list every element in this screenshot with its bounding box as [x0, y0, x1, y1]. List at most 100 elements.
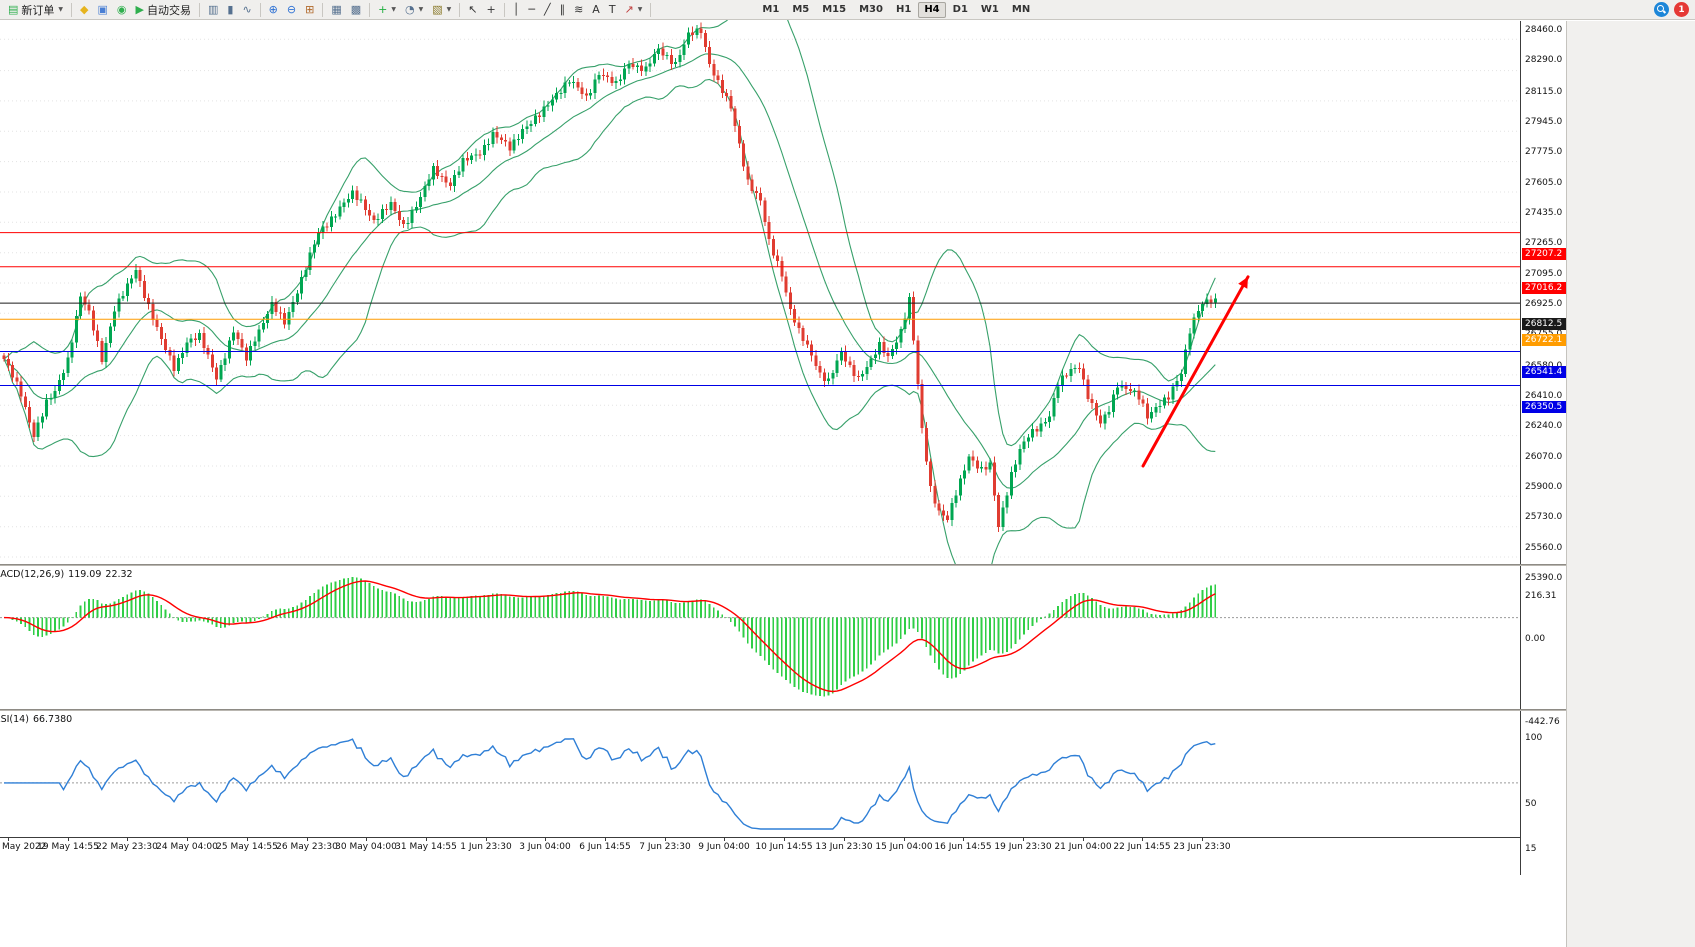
zoom-out-icon: ⊖: [286, 3, 297, 16]
time-tick: [784, 838, 785, 841]
autotrading-button[interactable]: ▶ 自动交易: [132, 1, 195, 19]
candlestick-chart-button[interactable]: ▮: [223, 1, 237, 19]
label-button[interactable]: T: [605, 1, 620, 19]
channel-button[interactable]: ∥: [556, 1, 570, 19]
horizontal-line-button[interactable]: ─: [524, 1, 539, 19]
price-tick-label: 26240.0: [1525, 421, 1563, 431]
toolbar-separator: [650, 2, 652, 17]
price-tag: 27207.2: [1522, 248, 1566, 260]
time-tick: [1023, 838, 1024, 841]
fibonacci-button[interactable]: ≋: [570, 1, 587, 19]
time-label: 10 Jun 14:55: [755, 842, 813, 852]
crosshair-button[interactable]: +: [482, 1, 499, 19]
zoom-in-icon: ⊕: [268, 3, 278, 16]
price-tag: 27016.2: [1522, 282, 1566, 294]
price-tick-label: 27435.0: [1525, 208, 1563, 218]
time-tick: [366, 838, 367, 841]
toolbar-separator: [71, 2, 73, 17]
panel-splitter[interactable]: [0, 564, 1566, 566]
zoom-in-button[interactable]: ⊕: [265, 1, 282, 19]
price-tick-label: 26925.0: [1525, 299, 1563, 309]
time-tick: [307, 838, 308, 841]
time-label: 6 Jun 14:55: [579, 842, 631, 852]
time-tick: [724, 838, 725, 841]
timeframe-m1[interactable]: M1: [762, 4, 780, 15]
timeframe-m30[interactable]: M30: [859, 4, 883, 15]
time-label: 25 May 14:55: [216, 842, 278, 852]
line-chart-button[interactable]: ∿: [238, 1, 255, 19]
price-tag: 26812.5: [1522, 318, 1566, 330]
time-label: 19 Jun 23:30: [994, 842, 1052, 852]
price-tick-label: 28290.0: [1525, 55, 1563, 65]
price-tick-label: 27265.0: [1525, 238, 1563, 248]
toolbar-separator: [198, 2, 200, 17]
toolbar-separator: [503, 2, 505, 17]
autotrading-button-label: 自动交易: [146, 3, 191, 17]
main-chart[interactable]: [0, 0, 1520, 564]
time-tick: [8, 838, 9, 841]
templates-icon: ▧: [432, 3, 443, 16]
panel-splitter[interactable]: [0, 709, 1566, 711]
new-order-button[interactable]: ▤ 新订单 ▼: [4, 1, 67, 19]
arrange-windows-icon: ▦: [331, 3, 342, 16]
timeframe-h4[interactable]: H4: [918, 1, 946, 18]
metaeditor-button[interactable]: ◆: [76, 1, 92, 19]
chart-window-button[interactable]: ▣: [94, 1, 112, 19]
arrows-button[interactable]: ↗ ▼: [621, 1, 647, 19]
fibonacci-icon: ≋: [574, 3, 584, 16]
time-label: 21 Jun 04:00: [1054, 842, 1112, 852]
community-button[interactable]: ◉: [113, 1, 131, 19]
cascade-windows-icon: ▩: [350, 3, 362, 16]
toolbar: 1 ▤ 新订单 ▼ ◆ ▣ ◉ ▶ 自动交易 ▥ ▮ ∿ ⊕ ⊖ ⊞ ▦ ▩ + ▼ ◔ ▼ ▧ ▼ ↖ + │ ─ ╱ ∥ ≋ A T ↗ ▼…: [0, 0, 1695, 20]
price-tick-label: 25560.0: [1525, 543, 1563, 553]
community-icon: ◉: [116, 3, 127, 16]
time-axis[interactable]: May 2022 19 May 14:55 22 May 23:30 24 May 0…: [0, 837, 1566, 854]
price-tag: 26722.1: [1522, 334, 1566, 346]
cascade-windows-button[interactable]: ▩: [347, 1, 365, 19]
time-label: 13 Jun 23:30: [815, 842, 873, 852]
indicators-icon: +: [378, 3, 388, 16]
timeframe-m15[interactable]: M15: [822, 4, 847, 15]
price-axis[interactable]: 28460.0 28290.0 28115.0 27945.0 27775.0 27605…: [1520, 21, 1566, 875]
periods-icon: ◔: [404, 3, 415, 16]
price-tag: 26350.5: [1522, 401, 1566, 413]
timeframe-m5[interactable]: M5: [792, 4, 810, 15]
timeframe-mn[interactable]: MN: [1011, 4, 1031, 15]
time-tick: [904, 838, 905, 841]
notification-badge[interactable]: 1: [1674, 2, 1689, 17]
time-label: 26 May 23:30: [276, 842, 338, 852]
vertical-line-button[interactable]: │: [509, 1, 524, 19]
arrange-windows-button[interactable]: ▦: [327, 1, 345, 19]
text-button[interactable]: A: [588, 1, 604, 19]
new-order-icon: ▤: [8, 3, 19, 16]
templates-button[interactable]: ▧ ▼: [428, 1, 455, 19]
bar-chart-button[interactable]: ▥: [204, 1, 222, 19]
timeframe-h1[interactable]: H1: [895, 4, 912, 15]
trendline-button[interactable]: ╱: [540, 1, 555, 19]
toolbar-separator: [369, 2, 371, 17]
magnifier-icon: [1657, 5, 1666, 14]
price-tick-label: 25390.0: [1525, 573, 1563, 583]
periods-button[interactable]: ◔ ▼: [401, 1, 427, 19]
time-tick: [187, 838, 188, 841]
cursor-button[interactable]: ↖: [464, 1, 481, 19]
macd-name: MACD(12,26,9): [0, 569, 65, 580]
chart-window-icon: ▣: [97, 3, 108, 16]
macd-panel[interactable]: [0, 566, 1520, 709]
arrows-icon: ↗: [624, 3, 634, 16]
zoom-out-button[interactable]: ⊖: [283, 1, 300, 19]
caret-icon: ▼: [446, 6, 452, 13]
search-icon[interactable]: [1654, 2, 1669, 17]
price-tick-label: 26070.0: [1525, 452, 1563, 462]
crosshair-icon: +: [486, 3, 496, 16]
price-tick-label: 27945.0: [1525, 117, 1563, 127]
price-tick-label: 28115.0: [1525, 87, 1563, 97]
tile-windows-button[interactable]: ⊞: [301, 1, 318, 19]
rsi-panel[interactable]: [0, 711, 1520, 837]
time-tick: [605, 838, 606, 841]
timeframe-d1[interactable]: D1: [952, 4, 968, 15]
timeframe-w1[interactable]: W1: [980, 4, 999, 15]
indicators-button[interactable]: + ▼: [374, 1, 400, 19]
time-label: 31 May 14:55: [395, 842, 457, 852]
